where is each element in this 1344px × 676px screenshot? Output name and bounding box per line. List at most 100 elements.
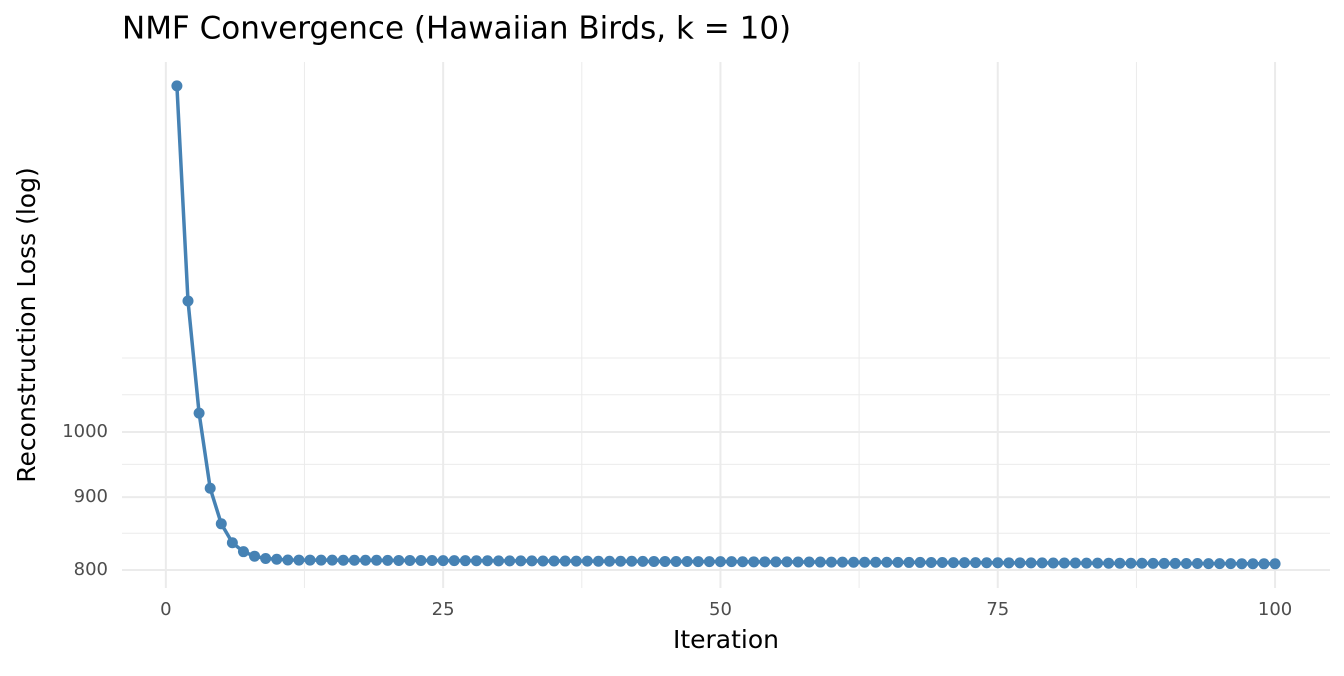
x-tick-label: 75 bbox=[986, 599, 1009, 620]
data-point bbox=[1225, 558, 1237, 570]
data-point bbox=[548, 555, 560, 567]
data-point bbox=[526, 555, 538, 567]
data-point bbox=[1158, 557, 1170, 569]
data-point bbox=[848, 556, 860, 568]
data-point bbox=[803, 556, 815, 568]
data-point bbox=[615, 555, 627, 567]
chart-title: NMF Convergence (Hawaiian Birds, k = 10) bbox=[122, 11, 791, 47]
data-point bbox=[1036, 557, 1048, 569]
data-point bbox=[1203, 558, 1215, 570]
data-point bbox=[359, 554, 371, 566]
data-point bbox=[1092, 557, 1104, 569]
data-point bbox=[859, 556, 871, 568]
data-point bbox=[814, 556, 826, 568]
data-point bbox=[936, 557, 948, 569]
data-point bbox=[836, 556, 848, 568]
data-point bbox=[426, 555, 438, 567]
data-point bbox=[1258, 558, 1270, 570]
data-point bbox=[903, 556, 915, 568]
data-point bbox=[415, 555, 427, 567]
data-point bbox=[404, 554, 416, 566]
data-point bbox=[1236, 558, 1248, 570]
data-point bbox=[559, 555, 571, 567]
data-point bbox=[226, 537, 238, 549]
x-tick-label: 0 bbox=[160, 599, 171, 620]
data-point bbox=[304, 554, 316, 566]
data-point bbox=[459, 555, 471, 567]
data-point bbox=[1058, 557, 1070, 569]
data-point bbox=[1081, 557, 1093, 569]
data-point bbox=[992, 557, 1004, 569]
data-point bbox=[703, 556, 715, 568]
data-point bbox=[204, 482, 216, 494]
data-point bbox=[981, 557, 993, 569]
data-point bbox=[792, 556, 804, 568]
data-point bbox=[448, 555, 460, 567]
data-point bbox=[759, 556, 771, 568]
data-point bbox=[947, 557, 959, 569]
data-point bbox=[681, 556, 693, 568]
data-point bbox=[1269, 558, 1281, 570]
data-point bbox=[1069, 557, 1081, 569]
data-point bbox=[1191, 558, 1203, 570]
data-point bbox=[470, 555, 482, 567]
x-tick-label: 25 bbox=[432, 599, 455, 620]
data-point bbox=[781, 556, 793, 568]
data-point bbox=[870, 556, 882, 568]
data-point bbox=[626, 555, 638, 567]
data-point bbox=[692, 556, 704, 568]
data-point bbox=[1169, 557, 1181, 569]
data-point bbox=[881, 556, 893, 568]
data-point bbox=[493, 555, 505, 567]
data-point bbox=[271, 553, 283, 565]
data-line bbox=[175, 85, 1276, 566]
data-point bbox=[958, 557, 970, 569]
data-point bbox=[260, 552, 272, 564]
data-point bbox=[193, 407, 205, 419]
data-point bbox=[726, 556, 738, 568]
data-point bbox=[670, 556, 682, 568]
data-point bbox=[515, 555, 527, 567]
data-point bbox=[1247, 558, 1259, 570]
data-point bbox=[914, 556, 926, 568]
data-point bbox=[282, 554, 294, 566]
data-point bbox=[237, 546, 249, 558]
data-point bbox=[537, 555, 549, 567]
data-point bbox=[1125, 557, 1137, 569]
y-tick-label: 1000 bbox=[62, 421, 108, 442]
data-point bbox=[1103, 557, 1115, 569]
data-point bbox=[1025, 557, 1037, 569]
data-point bbox=[1147, 557, 1159, 569]
data-point bbox=[970, 557, 982, 569]
data-point bbox=[504, 555, 516, 567]
data-point bbox=[1047, 557, 1059, 569]
data-point bbox=[892, 556, 904, 568]
data-point bbox=[825, 556, 837, 568]
data-point bbox=[737, 556, 749, 568]
data-point bbox=[315, 554, 327, 566]
y-tick-label: 900 bbox=[74, 486, 108, 507]
data-point bbox=[637, 555, 649, 567]
data-point bbox=[1136, 557, 1148, 569]
data-point bbox=[1180, 558, 1192, 570]
data-point bbox=[1214, 558, 1226, 570]
data-point bbox=[581, 555, 593, 567]
data-point bbox=[249, 550, 261, 562]
y-axis-label: Reconstruction Loss (log) bbox=[12, 167, 41, 482]
data-point bbox=[182, 295, 194, 307]
data-point bbox=[1014, 557, 1026, 569]
data-point bbox=[437, 555, 449, 567]
x-axis-label: Iteration bbox=[673, 625, 779, 654]
data-point bbox=[371, 554, 383, 566]
data-point bbox=[393, 554, 405, 566]
data-point bbox=[714, 556, 726, 568]
data-point bbox=[326, 554, 338, 566]
data-point bbox=[748, 556, 760, 568]
y-tick-label: 800 bbox=[74, 559, 108, 580]
data-point bbox=[570, 555, 582, 567]
data-point bbox=[1114, 557, 1126, 569]
data-point bbox=[348, 554, 360, 566]
data-point bbox=[1003, 557, 1015, 569]
data-point bbox=[925, 557, 937, 569]
